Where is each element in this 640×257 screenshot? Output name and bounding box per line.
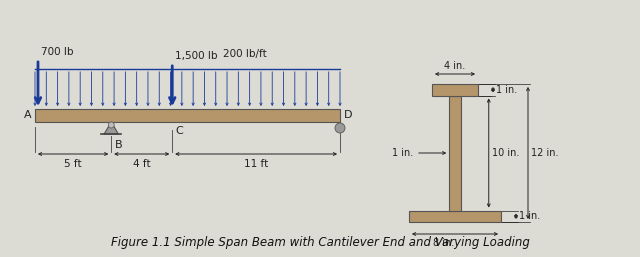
Text: 8 in.: 8 in. [433, 238, 454, 248]
Text: 1 in.: 1 in. [496, 85, 517, 95]
Text: 700 lb: 700 lb [41, 47, 74, 57]
Text: 5 ft: 5 ft [64, 159, 82, 169]
Text: 10 in.: 10 in. [492, 148, 519, 158]
Bar [35, 109, 340, 122]
Text: A: A [24, 111, 32, 121]
Polygon shape [104, 122, 118, 134]
Bar [432, 84, 478, 96]
Text: 4 in.: 4 in. [444, 61, 466, 71]
Text: 12 in.: 12 in. [531, 148, 559, 158]
Text: 1,500 lb: 1,500 lb [175, 51, 218, 61]
Bar [409, 210, 501, 222]
Text: 200 lb/ft: 200 lb/ft [223, 49, 266, 59]
Circle shape [335, 123, 345, 133]
Circle shape [108, 122, 115, 128]
Text: B: B [115, 140, 123, 150]
Text: 1 in.: 1 in. [392, 148, 413, 158]
Bar [449, 96, 461, 210]
Text: Figure 1.1 Simple Span Beam with Cantilever End and Varying Loading: Figure 1.1 Simple Span Beam with Cantile… [111, 236, 529, 249]
Text: 11 ft: 11 ft [244, 159, 268, 169]
Text: 4 ft: 4 ft [133, 159, 150, 169]
Text: C: C [175, 126, 183, 136]
Text: D: D [344, 111, 353, 121]
Text: 1 in.: 1 in. [519, 211, 540, 221]
